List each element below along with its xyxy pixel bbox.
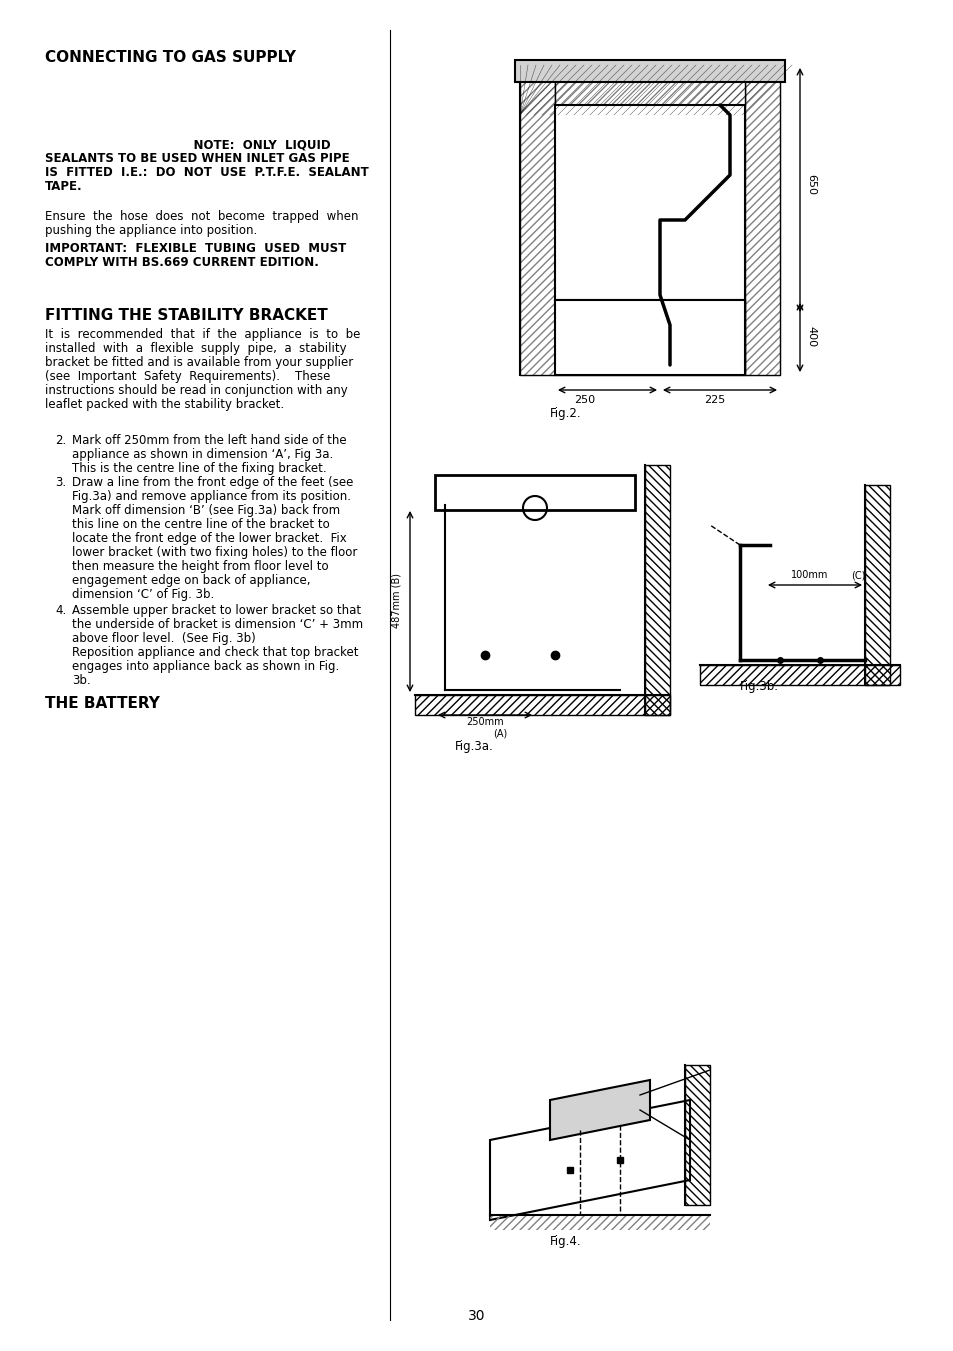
Bar (555, 105, 744, 300)
Bar (435, 476, 635, 509)
Text: 650: 650 (805, 174, 815, 196)
Text: the underside of bracket is dimension ‘C’ + 3mm: the underside of bracket is dimension ‘C… (71, 617, 363, 631)
Text: NOTE:  ONLY  LIQUID: NOTE: ONLY LIQUID (45, 138, 331, 151)
Text: Draw a line from the front edge of the feet (see: Draw a line from the front edge of the f… (71, 476, 353, 489)
Text: 3.: 3. (55, 476, 66, 489)
Text: installed  with  a  flexible  supply  pipe,  a  stability: installed with a flexible supply pipe, a… (45, 342, 346, 355)
Text: Ensure  the  hose  does  not  become  trapped  when: Ensure the hose does not become trapped … (45, 209, 358, 223)
Text: engagement edge on back of appliance,: engagement edge on back of appliance, (71, 574, 310, 586)
Text: Mark off 250mm from the left hand side of the: Mark off 250mm from the left hand side o… (71, 434, 346, 447)
Bar (519, 65, 555, 376)
Text: THE BATTERY: THE BATTERY (45, 696, 160, 711)
Text: This is the centre line of the fixing bracket.: This is the centre line of the fixing br… (71, 462, 326, 476)
Text: lower bracket (with two fixing holes) to the floor: lower bracket (with two fixing holes) to… (71, 546, 357, 559)
Text: 250: 250 (574, 394, 595, 405)
Bar (555, 65, 744, 105)
Bar (744, 65, 780, 376)
Text: Fig.3a) and remove appliance from its position.: Fig.3a) and remove appliance from its po… (71, 490, 351, 503)
Text: 400: 400 (805, 327, 815, 347)
Text: dimension ‘C’ of Fig. 3b.: dimension ‘C’ of Fig. 3b. (71, 588, 214, 601)
Polygon shape (550, 1079, 649, 1140)
Text: 2.: 2. (55, 434, 66, 447)
Text: (A): (A) (493, 730, 507, 739)
Text: above floor level.  (See Fig. 3b): above floor level. (See Fig. 3b) (71, 632, 255, 644)
Text: 30: 30 (468, 1309, 485, 1323)
Text: pushing the appliance into position.: pushing the appliance into position. (45, 224, 257, 236)
Text: 487mm (B): 487mm (B) (392, 574, 401, 628)
Bar (644, 465, 669, 715)
Polygon shape (490, 1100, 689, 1220)
Text: 250mm: 250mm (466, 717, 503, 727)
Text: (see  Important  Safety  Requirements).    These: (see Important Safety Requirements). The… (45, 370, 330, 382)
Text: (C): (C) (850, 570, 864, 580)
Text: FITTING THE STABILITY BRACKET: FITTING THE STABILITY BRACKET (45, 308, 328, 323)
Text: 3b.: 3b. (71, 674, 91, 688)
Text: CONNECTING TO GAS SUPPLY: CONNECTING TO GAS SUPPLY (45, 50, 295, 65)
Bar (700, 665, 899, 685)
Text: 225: 225 (703, 394, 725, 405)
Text: then measure the height from floor level to: then measure the height from floor level… (71, 561, 328, 573)
Bar (864, 485, 889, 685)
Text: engages into appliance back as shown in Fig.: engages into appliance back as shown in … (71, 661, 339, 673)
Bar (555, 300, 744, 376)
Text: 4.: 4. (55, 604, 66, 617)
Bar (555, 300, 744, 376)
Text: IMPORTANT:  FLEXIBLE  TUBING  USED  MUST: IMPORTANT: FLEXIBLE TUBING USED MUST (45, 242, 346, 255)
Bar (519, 65, 780, 376)
Text: It  is  recommended  that  if  the  appliance  is  to  be: It is recommended that if the appliance … (45, 328, 360, 340)
Text: SEALANTS TO BE USED WHEN INLET GAS PIPE: SEALANTS TO BE USED WHEN INLET GAS PIPE (45, 153, 349, 165)
Text: Assemble upper bracket to lower bracket so that: Assemble upper bracket to lower bracket … (71, 604, 361, 617)
Text: Fig.3a.: Fig.3a. (455, 740, 494, 753)
Text: Reposition appliance and check that top bracket: Reposition appliance and check that top … (71, 646, 358, 659)
Text: bracket be fitted and is available from your supplier: bracket be fitted and is available from … (45, 357, 353, 369)
Bar (684, 1065, 709, 1205)
Text: appliance as shown in dimension ‘A’, Fig 3a.: appliance as shown in dimension ‘A’, Fig… (71, 449, 333, 461)
Bar (555, 300, 744, 376)
Text: Fig.2.: Fig.2. (550, 407, 581, 420)
Bar (519, 65, 555, 376)
Bar (555, 65, 744, 105)
Bar (490, 1215, 709, 1229)
Text: 100mm: 100mm (790, 570, 828, 580)
Bar (744, 65, 780, 376)
Bar (415, 694, 669, 715)
Bar (515, 59, 784, 82)
Text: locate the front edge of the lower bracket.  Fix: locate the front edge of the lower brack… (71, 532, 346, 544)
Text: leaflet packed with the stability bracket.: leaflet packed with the stability bracke… (45, 399, 284, 411)
Text: Fig.4.: Fig.4. (550, 1235, 581, 1248)
Text: Mark off dimension ‘B’ (see Fig.3a) back from: Mark off dimension ‘B’ (see Fig.3a) back… (71, 504, 340, 517)
Text: instructions should be read in conjunction with any: instructions should be read in conjuncti… (45, 384, 348, 397)
Text: TAPE.: TAPE. (45, 180, 83, 193)
Text: this line on the centre line of the bracket to: this line on the centre line of the brac… (71, 517, 330, 531)
Text: Fig.3b.: Fig.3b. (740, 680, 779, 693)
Text: IS  FITTED  I.E.:  DO  NOT  USE  P.T.F.E.  SEALANT: IS FITTED I.E.: DO NOT USE P.T.F.E. SEAL… (45, 166, 369, 178)
Text: COMPLY WITH BS.669 CURRENT EDITION.: COMPLY WITH BS.669 CURRENT EDITION. (45, 255, 318, 269)
